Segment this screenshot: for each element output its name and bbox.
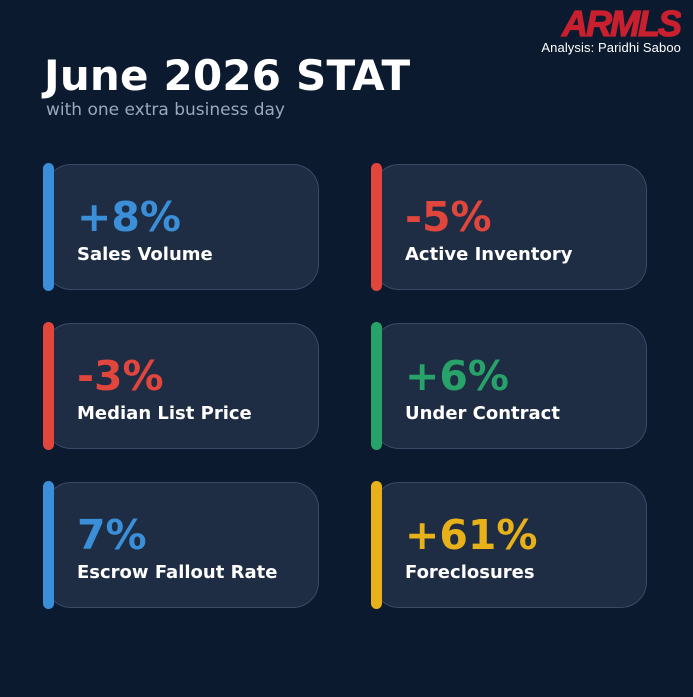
stat-accent-bar xyxy=(43,481,54,609)
stat-accent-bar xyxy=(371,481,382,609)
stat-label: Sales Volume xyxy=(77,244,213,265)
stat-card-sales-volume: +8% Sales Volume xyxy=(45,164,319,290)
stat-value: 7% xyxy=(77,511,147,559)
stat-value: +8% xyxy=(77,193,181,241)
stat-value: -3% xyxy=(77,352,164,400)
stat-accent-bar xyxy=(43,163,54,291)
stat-card-under-contract: +6% Under Contract xyxy=(373,323,647,449)
armls-logo: ARMLS xyxy=(560,6,681,40)
stat-card-foreclosures: +61% Foreclosures xyxy=(373,482,647,608)
page-subtitle: with one extra business day xyxy=(46,100,285,120)
stat-accent-bar xyxy=(43,322,54,450)
analysis-credit: Analysis: Paridhi Saboo xyxy=(541,40,681,55)
stat-label: Active Inventory xyxy=(405,244,573,265)
stat-label: Escrow Fallout Rate xyxy=(77,562,278,583)
stat-card-escrow-fallout-rate: 7% Escrow Fallout Rate xyxy=(45,482,319,608)
stat-card-median-list-price: -3% Median List Price xyxy=(45,323,319,449)
stat-value: +6% xyxy=(405,352,509,400)
stat-label: Foreclosures xyxy=(405,562,535,583)
stat-card-active-inventory: -5% Active Inventory xyxy=(373,164,647,290)
logo-text: ARMLS xyxy=(561,6,681,40)
brand-block: ARMLS Analysis: Paridhi Saboo xyxy=(541,6,681,55)
stat-accent-bar xyxy=(371,322,382,450)
stat-label: Median List Price xyxy=(77,403,252,424)
stat-value: +61% xyxy=(405,511,538,559)
page-title: June 2026 STAT xyxy=(44,51,411,100)
stat-label: Under Contract xyxy=(405,403,560,424)
stat-accent-bar xyxy=(371,163,382,291)
stat-value: -5% xyxy=(405,193,492,241)
